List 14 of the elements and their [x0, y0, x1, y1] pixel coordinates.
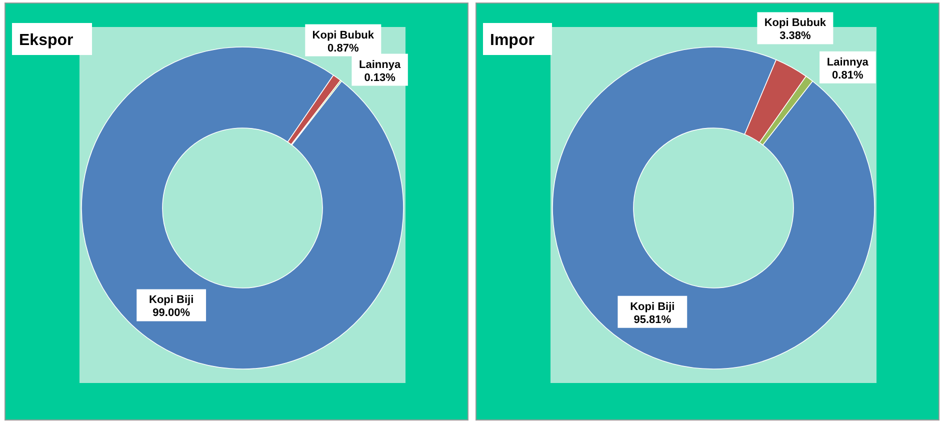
data-label: 3.38% [780, 30, 811, 42]
slice-label: Kopi Bubuk [764, 17, 827, 30]
text: Impor [490, 32, 534, 49]
slice-label: Kopi Bubuk [312, 29, 375, 42]
slice-label: Lainnya [826, 56, 870, 68]
slice-label: Kopi Biji [149, 294, 194, 306]
chart-title: Ekspor [19, 32, 74, 49]
slice-label: Lainnya [359, 58, 402, 71]
slice-label: Kopi Biji [630, 300, 675, 313]
data-label: 95.81% [634, 314, 672, 326]
data-label: 0.81% [832, 69, 864, 82]
data-label: 99.00% [152, 307, 190, 320]
data-label: 0.13% [364, 72, 396, 84]
data-label: 0.87% [328, 42, 359, 54]
